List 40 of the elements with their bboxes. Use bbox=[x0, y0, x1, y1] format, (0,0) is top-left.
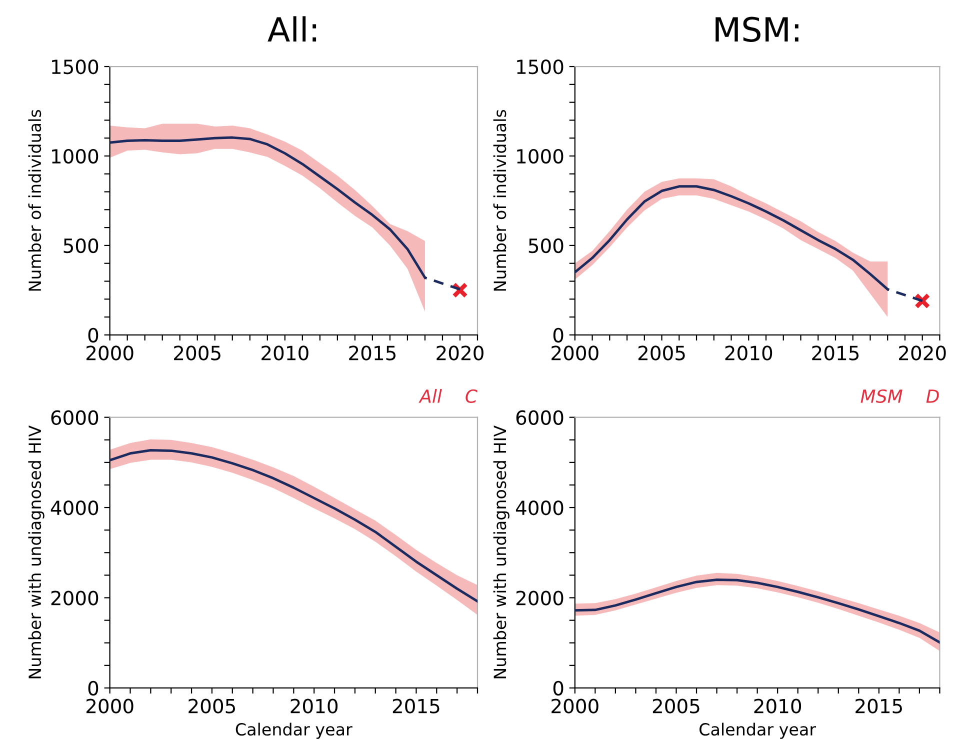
y-tick-label: 0 bbox=[553, 328, 564, 343]
y-tick-label: 1000 bbox=[517, 148, 564, 164]
x-tick-label: 2015 bbox=[812, 346, 859, 360]
x-tick-label: 2010 bbox=[290, 698, 338, 714]
x-tick-label: 2005 bbox=[188, 698, 235, 714]
y-tick-label: 4000 bbox=[516, 500, 564, 516]
x-axis-title: Calendar year bbox=[700, 722, 816, 739]
y-axis-title: Number of individuals bbox=[28, 110, 42, 291]
x-tick-label: 2010 bbox=[725, 346, 772, 360]
x-tick-label: 2010 bbox=[754, 698, 802, 714]
y-tick-label: 2000 bbox=[516, 590, 564, 606]
y-tick-label: 6000 bbox=[51, 410, 98, 425]
x-tick-label: 2015 bbox=[349, 346, 396, 360]
y-axis-title: Number of individuals bbox=[493, 110, 506, 291]
y-tick-label: 4000 bbox=[50, 500, 98, 516]
x-tick-label: 2005 bbox=[638, 346, 685, 360]
x-tick-label: 2005 bbox=[174, 346, 220, 360]
y-tick-label: 1500 bbox=[517, 59, 564, 74]
y-tick-label: 500 bbox=[64, 238, 98, 254]
x-tick-label: 2020 bbox=[899, 346, 946, 360]
chart-title: All: bbox=[268, 16, 316, 42]
y-tick-label: 2000 bbox=[51, 590, 98, 606]
x-axis-title: Calendar year bbox=[236, 722, 352, 739]
y-tick-label: 6000 bbox=[516, 410, 564, 425]
x-tick-label: 2015 bbox=[856, 698, 902, 714]
text: MSM D bbox=[860, 389, 939, 403]
x-tick-label: 2005 bbox=[652, 698, 700, 714]
y-tick-label: 0 bbox=[88, 680, 98, 696]
y-tick-label: 0 bbox=[88, 328, 98, 343]
y-tick-label: 1000 bbox=[52, 148, 98, 164]
x-tick-label: 2010 bbox=[262, 346, 308, 360]
text: All C bbox=[418, 389, 478, 403]
y-tick-label: 0 bbox=[553, 680, 564, 696]
x-tick-label: 2015 bbox=[392, 698, 440, 714]
y-axis-title: Number with undiagnosed HIV bbox=[493, 426, 510, 678]
chart-title: MSM: bbox=[716, 16, 798, 42]
x-tick-label: 2020 bbox=[436, 346, 484, 360]
y-axis-title: Number with undiagnosed HIV bbox=[28, 426, 44, 678]
y-tick-label: 1500 bbox=[52, 59, 98, 74]
y-tick-label: 500 bbox=[528, 238, 564, 254]
